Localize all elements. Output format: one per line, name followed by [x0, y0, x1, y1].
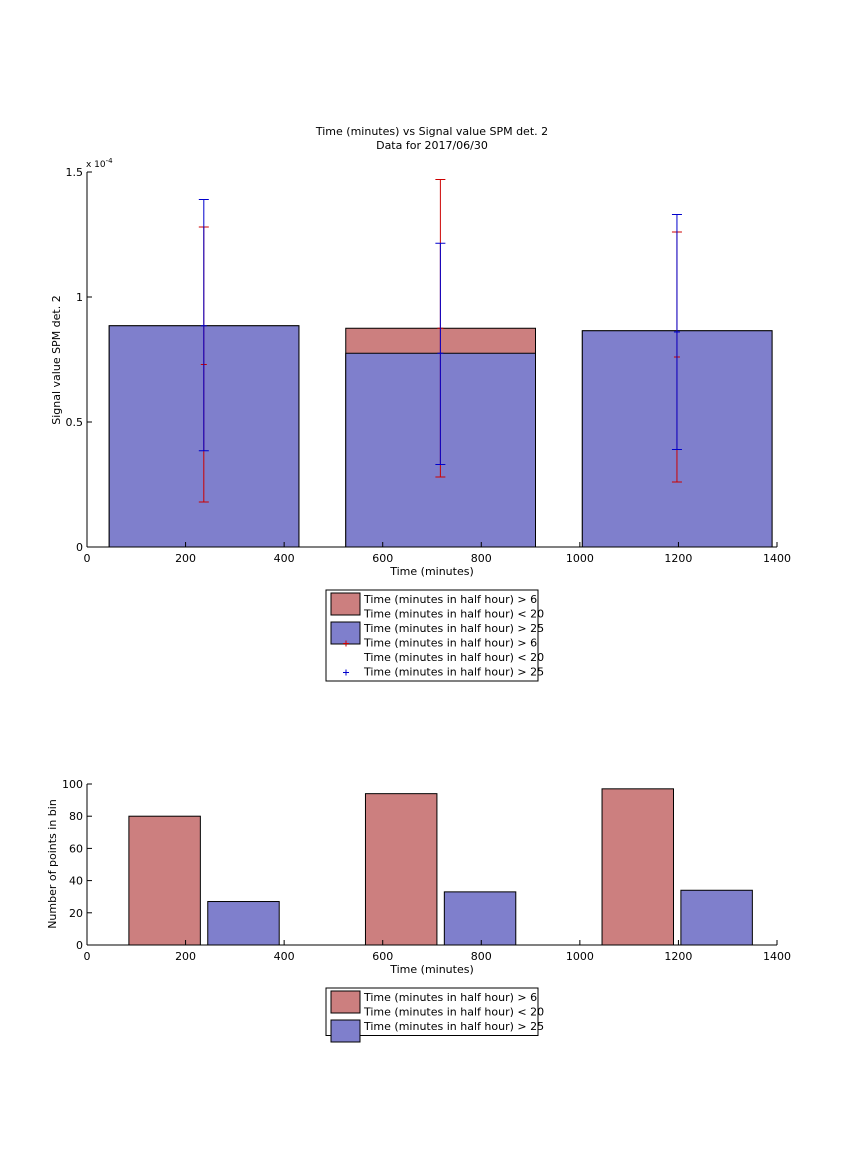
- bottom-y-tick-label: 60: [69, 842, 83, 855]
- legend-label: Time (minutes in half hour) > 25: [363, 1020, 544, 1033]
- bottom-legend: Time (minutes in half hour) > 6 Time (min…: [325, 987, 544, 1043]
- y-axis-label: Signal value SPM det. 2: [50, 295, 63, 425]
- legend-label: Time (minutes in half hour) > 6: [363, 637, 537, 650]
- legend-box: [325, 987, 539, 1036]
- bottom-x-tick-label: 600: [372, 950, 393, 963]
- x-axis-label: Time (minutes): [389, 565, 474, 578]
- chart-title: Time (minutes) vs Signal value SPM det. …: [315, 125, 548, 138]
- legend-swatch-1: [330, 1019, 361, 1043]
- legend-label: Time (minutes in half hour) > 6: [363, 593, 537, 606]
- top-x-tick-label: 1400: [763, 552, 791, 565]
- bottom-plot-area: 0 200 400 600 800 1000 1200 1400 0 20 40 60 80 100: [62, 778, 791, 963]
- top-x-tick-label: 1000: [566, 552, 594, 565]
- chart-subtitle: Data for 2017/06/30: [376, 139, 488, 152]
- bottom-y-tick-label: 80: [69, 810, 83, 823]
- bottom-x-tick-label: 200: [175, 950, 196, 963]
- top-x-tick-label: 0: [84, 552, 91, 565]
- top-x-tick-label: 400: [274, 552, 295, 565]
- legend-swatch-0: [330, 592, 361, 616]
- top-y-tick-label: 1: [76, 291, 83, 304]
- legend-label: Time (minutes in half hour) < 20: [363, 651, 544, 664]
- bottom-y-tick-label: 100: [62, 778, 83, 791]
- y-exponent-label: x 10-4: [86, 157, 113, 170]
- y-exponent-power: -4: [106, 157, 114, 165]
- count-bar-blue: [680, 889, 753, 946]
- top-y-tick-label: 0: [76, 541, 83, 554]
- legend-label: Time (minutes in half hour) < 20: [363, 1006, 544, 1019]
- bottom-x-tick-label: 0: [84, 950, 91, 963]
- count-bar-red: [128, 815, 201, 946]
- top-plot-area: 0 200 400 600 800 1000 1200 1400 0 0.5 1 1.5: [66, 166, 792, 565]
- bottom-x-tick-label: 1000: [566, 950, 594, 963]
- bottom-x-tick-label: 800: [471, 950, 492, 963]
- count-bar-red: [364, 793, 438, 946]
- count-bar-red: [601, 788, 674, 946]
- count-bar-blue: [443, 891, 517, 946]
- y-exponent-base: x 10: [86, 160, 106, 170]
- bottom-x-tick-label: 1400: [763, 950, 791, 963]
- top-y-tick-label: 0.5: [66, 416, 84, 429]
- bottom-y-tick-label: 40: [69, 875, 83, 888]
- top-x-tick-label: 200: [175, 552, 196, 565]
- x-axis-label-counts: Time (minutes): [389, 963, 474, 976]
- legend-box: [325, 589, 539, 682]
- legend-label: Time (minutes in half hour) > 6: [363, 991, 537, 1004]
- bottom-x-tick-label: 1200: [664, 950, 692, 963]
- top-y-tick-label: 1.5: [66, 166, 84, 179]
- legend-label: Time (minutes in half hour) > 25: [363, 666, 544, 679]
- bottom-y-tick-label: 20: [69, 907, 83, 920]
- top-x-tick-label: 1200: [664, 552, 692, 565]
- top-x-tick-label: 600: [372, 552, 393, 565]
- legend-label: Time (minutes in half hour) < 20: [363, 608, 544, 621]
- bottom-x-tick-label: 400: [274, 950, 295, 963]
- legend-label: Time (minutes in half hour) > 25: [363, 622, 544, 635]
- legend-swatch-0: [330, 990, 361, 1014]
- count-bar-blue: [207, 901, 280, 946]
- bottom-y-tick-label: 0: [76, 939, 83, 952]
- y-axis-label-counts: Number of points in bin: [46, 799, 59, 929]
- top-x-tick-label: 800: [471, 552, 492, 565]
